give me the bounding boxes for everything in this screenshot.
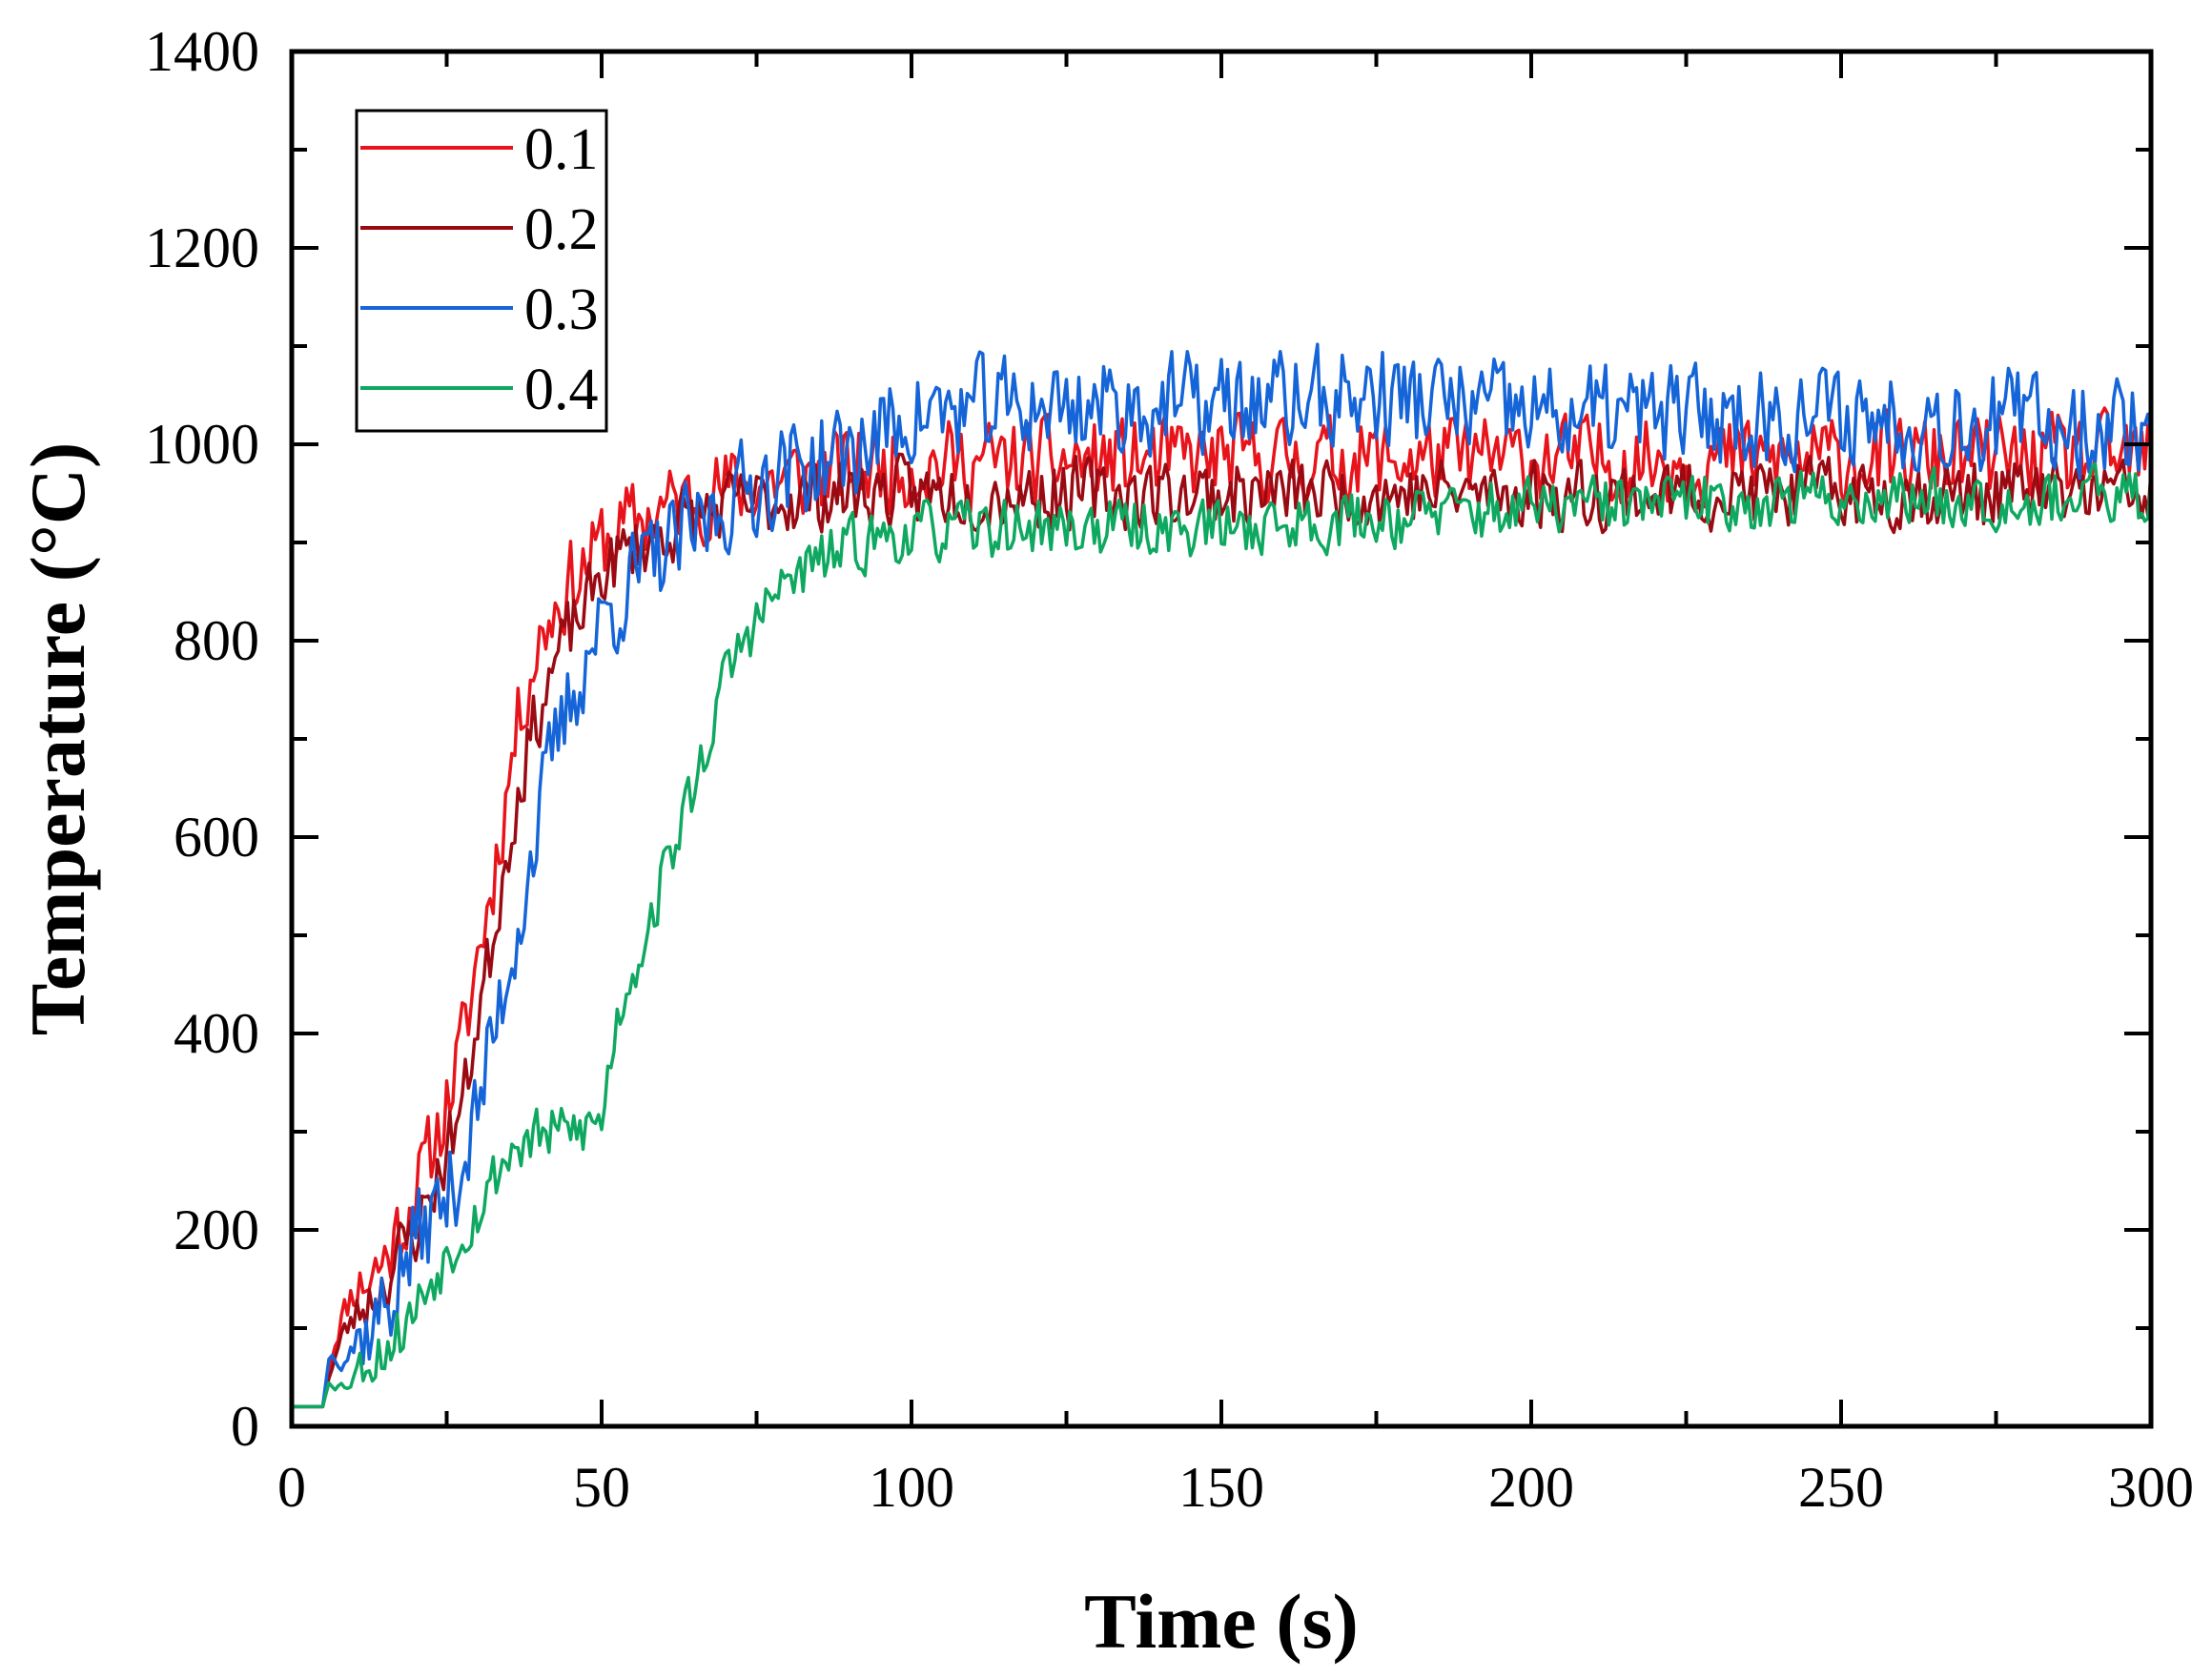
y-tick-label: 0 xyxy=(231,1395,259,1458)
series-layer xyxy=(292,342,2153,1409)
x-tick-label: 250 xyxy=(1798,1456,1884,1519)
legend-label-0.2: 0.2 xyxy=(524,197,599,262)
series-line-0.1 xyxy=(292,406,2153,1409)
legend: 0.1 0.2 0.3 0.4 xyxy=(355,109,608,433)
series-line-0.3 xyxy=(292,342,2153,1409)
series-line-0.4 xyxy=(292,461,2153,1409)
y-tick-label: 600 xyxy=(174,806,259,869)
y-tick-label: 1200 xyxy=(145,216,259,279)
plot-frame xyxy=(289,49,2154,1429)
x-tick-label: 200 xyxy=(1488,1456,1574,1519)
y-axis-title: Temperature (°C) xyxy=(14,442,101,1036)
x-axis-title: Time (s) xyxy=(1084,1578,1359,1665)
y-tick-label: 200 xyxy=(174,1198,259,1261)
x-tick-labels: 0 50 100 150 200 250 300 xyxy=(277,1456,2194,1519)
y-tick-label: 1000 xyxy=(145,413,259,476)
y-tick-label: 800 xyxy=(174,609,259,672)
x-tick-label: 50 xyxy=(573,1456,630,1519)
x-tick-label: 150 xyxy=(1178,1456,1264,1519)
ticks-layer xyxy=(290,50,2153,1428)
legend-label-0.1: 0.1 xyxy=(524,117,599,182)
legend-label-0.3: 0.3 xyxy=(524,277,599,342)
x-tick-label: 100 xyxy=(869,1456,954,1519)
y-tick-labels: 0 200 400 600 800 1000 1200 1400 xyxy=(145,20,259,1458)
legend-label-0.4: 0.4 xyxy=(524,358,599,422)
x-tick-label: 300 xyxy=(2108,1456,2194,1519)
y-tick-label: 400 xyxy=(174,1002,259,1065)
y-tick-label: 1400 xyxy=(145,20,259,83)
legend-frame xyxy=(355,109,608,433)
series-line-0.2 xyxy=(292,452,2153,1409)
x-tick-label: 0 xyxy=(277,1456,306,1519)
